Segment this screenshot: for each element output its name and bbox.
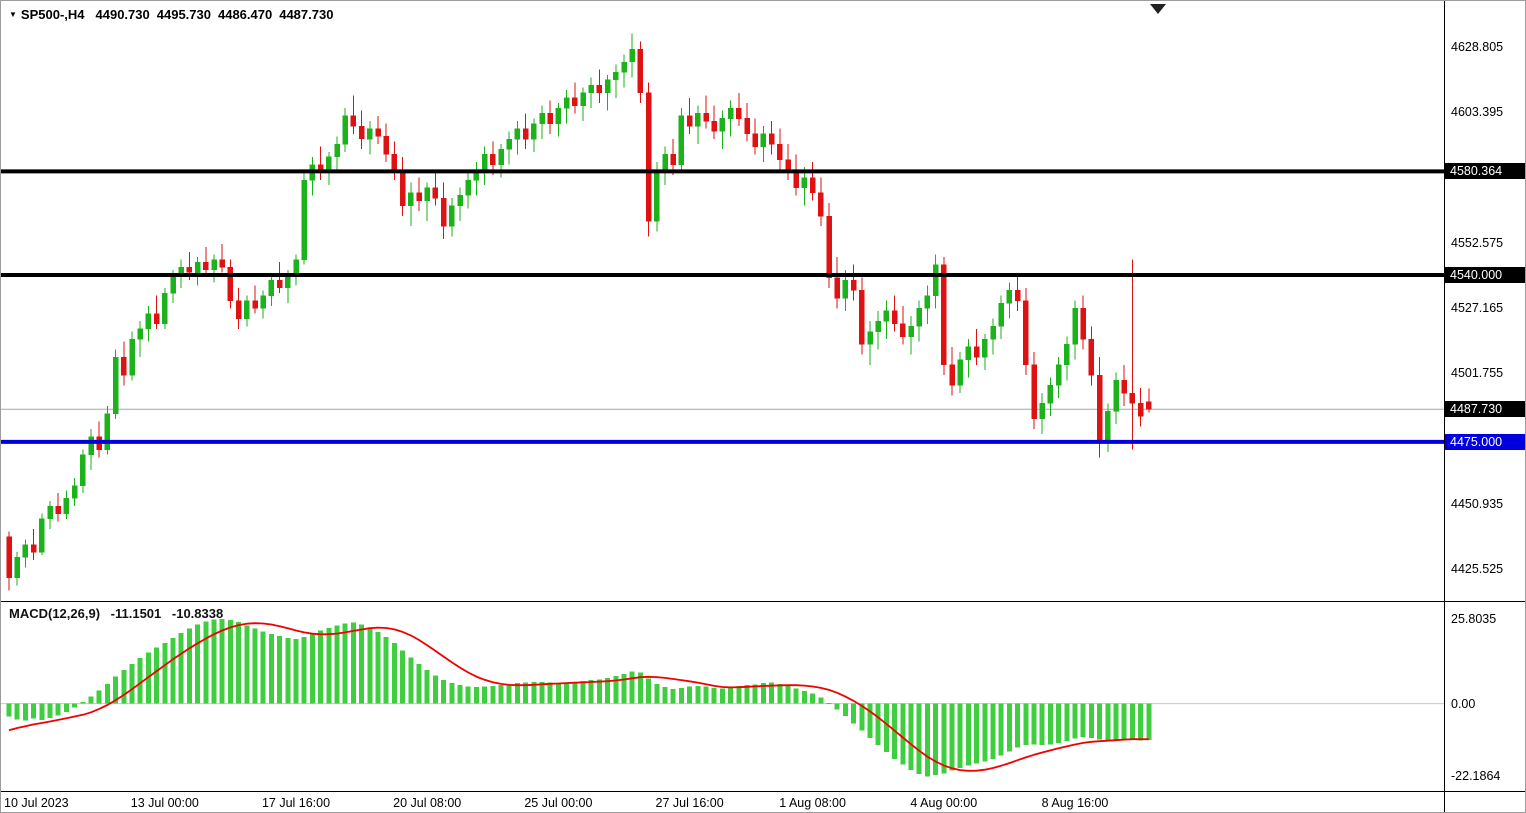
- time-tick-label: 4 Aug 00:00: [910, 796, 978, 810]
- open-value: 4490.730: [95, 7, 150, 22]
- price-tick-label: 4628.805: [1451, 40, 1504, 55]
- candlestick-series: [6, 33, 1152, 591]
- macd-signal-value: -10.8338: [171, 606, 224, 621]
- price-axis[interactable]: 4628.805 4603.395 4552.575 4527.165 4501.755…: [1445, 1, 1525, 812]
- high-value: 4495.730: [156, 7, 211, 22]
- symbol-marker-icon: ▼: [9, 10, 17, 19]
- macd-tick-label: 25.8035: [1451, 611, 1497, 626]
- chart-shift-marker-icon[interactable]: [1150, 4, 1166, 14]
- time-axis[interactable]: 10 Jul 2023 13 Jul 00:00 17 Jul 16:00 20 Ju…: [1, 792, 1444, 812]
- macd-tick-label: -22.1864: [1451, 769, 1501, 784]
- price-level-badge: 4475.000: [1445, 433, 1525, 450]
- price-tick-label: 4501.755: [1451, 366, 1504, 381]
- macd-histogram: [6, 618, 1152, 777]
- horizontal-levels[interactable]: [1, 169, 1444, 444]
- macd-tick-label: 0.00: [1451, 696, 1476, 711]
- time-tick-label: 25 Jul 00:00: [524, 796, 593, 810]
- price-level-badge: 4487.730: [1445, 401, 1525, 418]
- macd-indicator-label: MACD(12,26,9) -11.1501 -10.8338: [9, 606, 223, 621]
- price-tick-label: 4527.165: [1451, 300, 1504, 315]
- price-level-badge: 4540.000: [1445, 267, 1525, 283]
- price-level-badge: 4580.364: [1445, 163, 1525, 180]
- macd-signal-line: [8, 622, 1149, 772]
- time-tick-label: 20 Jul 08:00: [393, 796, 462, 810]
- macd-name: MACD(12,26,9): [9, 606, 101, 621]
- price-tick-label: 4603.395: [1451, 105, 1504, 120]
- chart-title-ohlc: ▼ SP500-,H4 4490.730 4495.730 4486.470 4…: [9, 7, 333, 22]
- macd-main-value: -11.1501: [110, 606, 162, 621]
- time-tick-label: 27 Jul 16:00: [655, 796, 724, 810]
- time-tick-label: 17 Jul 16:00: [261, 796, 331, 810]
- time-tick-label: 8 Aug 16:00: [1041, 796, 1109, 810]
- low-value: 4486.470: [217, 7, 273, 22]
- price-tick-label: 4425.525: [1451, 561, 1504, 576]
- price-tick-label: 4552.575: [1451, 235, 1504, 250]
- symbol-timeframe-label: SP500-,H4: [20, 7, 85, 22]
- time-tick-label: 1 Aug 08:00: [779, 796, 846, 810]
- time-tick-label: 13 Jul 00:00: [130, 796, 199, 810]
- close-value: 4487.730: [279, 7, 334, 22]
- time-tick-label: 10 Jul 2023: [4, 796, 69, 810]
- price-tick-label: 4450.935: [1451, 496, 1504, 511]
